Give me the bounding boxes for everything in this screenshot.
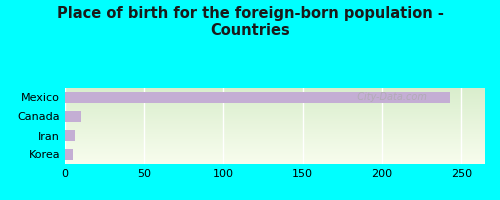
Bar bbox=[65, 102, 485, 103]
Bar bbox=[65, 104, 485, 105]
Bar bbox=[65, 118, 485, 119]
Bar bbox=[65, 111, 81, 122]
Bar bbox=[65, 120, 485, 121]
Bar bbox=[65, 114, 485, 115]
Bar bbox=[65, 93, 485, 94]
Bar bbox=[65, 130, 74, 141]
Bar bbox=[65, 127, 485, 128]
Bar bbox=[65, 105, 485, 106]
Text: City-Data.com: City-Data.com bbox=[350, 92, 426, 102]
Bar bbox=[65, 138, 485, 139]
Bar bbox=[65, 154, 485, 155]
Bar bbox=[65, 119, 485, 120]
Bar bbox=[65, 113, 485, 114]
Bar bbox=[65, 141, 485, 142]
Bar bbox=[65, 125, 485, 126]
Bar bbox=[65, 103, 485, 104]
Bar bbox=[65, 156, 485, 157]
Bar bbox=[65, 91, 485, 92]
Bar bbox=[65, 115, 485, 116]
Bar bbox=[65, 92, 450, 103]
Bar bbox=[65, 108, 485, 109]
Bar bbox=[65, 117, 485, 118]
Bar bbox=[65, 121, 485, 122]
Bar bbox=[65, 158, 485, 159]
Bar bbox=[65, 131, 485, 132]
Bar bbox=[65, 123, 485, 124]
Bar bbox=[65, 152, 485, 153]
Bar bbox=[65, 147, 485, 148]
Bar bbox=[65, 135, 485, 136]
Bar bbox=[65, 151, 485, 152]
Bar bbox=[65, 90, 485, 91]
Bar bbox=[65, 111, 485, 112]
Bar bbox=[65, 134, 485, 135]
Bar bbox=[65, 140, 485, 141]
Bar bbox=[65, 129, 485, 130]
Bar bbox=[65, 160, 485, 161]
Bar bbox=[65, 149, 73, 160]
Bar bbox=[65, 142, 485, 143]
Bar bbox=[65, 130, 485, 131]
Bar bbox=[65, 143, 485, 144]
Bar bbox=[65, 100, 485, 101]
Text: Place of birth for the foreign-born population -
Countries: Place of birth for the foreign-born popu… bbox=[56, 6, 444, 38]
Bar bbox=[65, 144, 485, 145]
Bar bbox=[65, 137, 485, 138]
Bar bbox=[65, 132, 485, 133]
Bar bbox=[65, 98, 485, 99]
Bar bbox=[65, 162, 485, 163]
Bar bbox=[65, 109, 485, 110]
Bar bbox=[65, 112, 485, 113]
Bar bbox=[65, 94, 485, 95]
Bar bbox=[65, 159, 485, 160]
Bar bbox=[65, 139, 485, 140]
Bar bbox=[65, 89, 485, 90]
Bar bbox=[65, 101, 485, 102]
Bar bbox=[65, 97, 485, 98]
Bar bbox=[65, 150, 485, 151]
Bar bbox=[65, 96, 485, 97]
Bar bbox=[65, 163, 485, 164]
Bar bbox=[65, 149, 485, 150]
Bar bbox=[65, 92, 485, 93]
Bar bbox=[65, 145, 485, 146]
Bar bbox=[65, 116, 485, 117]
Bar bbox=[65, 161, 485, 162]
Bar bbox=[65, 124, 485, 125]
Bar bbox=[65, 146, 485, 147]
Bar bbox=[65, 122, 485, 123]
Bar bbox=[65, 106, 485, 107]
Bar bbox=[65, 148, 485, 149]
Bar bbox=[65, 95, 485, 96]
Bar bbox=[65, 110, 485, 111]
Bar bbox=[65, 126, 485, 127]
Bar bbox=[65, 136, 485, 137]
Bar bbox=[65, 155, 485, 156]
Bar bbox=[65, 133, 485, 134]
Bar bbox=[65, 88, 485, 89]
Bar bbox=[65, 107, 485, 108]
Bar bbox=[65, 128, 485, 129]
Bar bbox=[65, 157, 485, 158]
Bar bbox=[65, 99, 485, 100]
Bar bbox=[65, 153, 485, 154]
